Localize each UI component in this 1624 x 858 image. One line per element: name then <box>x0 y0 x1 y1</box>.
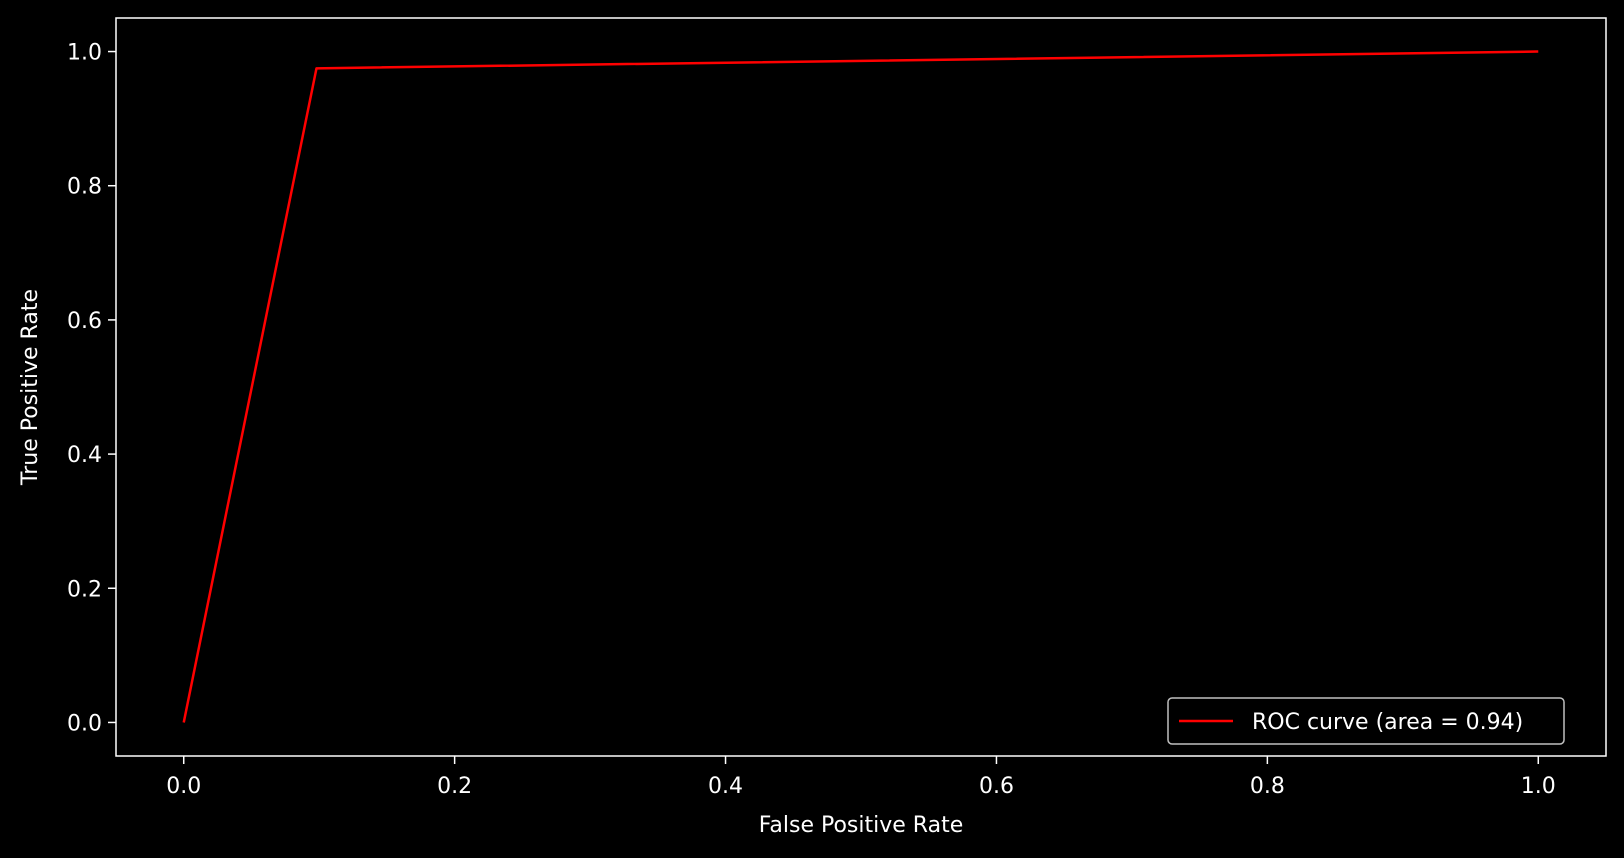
y-axis-ticks: 0.0 0.2 0.4 0.6 0.8 1.0 <box>67 41 116 736</box>
x-axis-label: False Positive Rate <box>759 813 963 838</box>
x-tick-label: 0.0 <box>166 774 201 799</box>
x-tick-label: 1.0 <box>1521 774 1556 799</box>
x-axis-ticks: 0.0 0.2 0.4 0.6 0.8 1.0 <box>166 756 1556 799</box>
y-tick-label: 0.8 <box>67 175 102 200</box>
y-tick-label: 0.0 <box>67 711 102 736</box>
y-tick-label: 0.6 <box>67 309 102 334</box>
y-axis-label: True Positive Rate <box>18 289 43 486</box>
x-tick-label: 0.6 <box>979 774 1014 799</box>
plot-area <box>116 18 1606 756</box>
series-layer <box>182 50 1539 723</box>
plot-frame <box>115 17 1607 757</box>
x-tick-label: 0.4 <box>708 774 743 799</box>
y-tick-label: 0.4 <box>67 443 102 468</box>
x-tick-label: 0.8 <box>1250 774 1285 799</box>
y-tick-label: 1.0 <box>67 41 102 66</box>
legend: ROC curve (area = 0.94) <box>1167 697 1565 745</box>
x-tick-label: 0.2 <box>437 774 472 799</box>
y-tick-label: 0.2 <box>67 577 102 602</box>
legend-box <box>1167 697 1565 745</box>
roc-curve-line <box>182 50 1539 723</box>
legend-label: ROC curve (area = 0.94) <box>1252 710 1523 735</box>
